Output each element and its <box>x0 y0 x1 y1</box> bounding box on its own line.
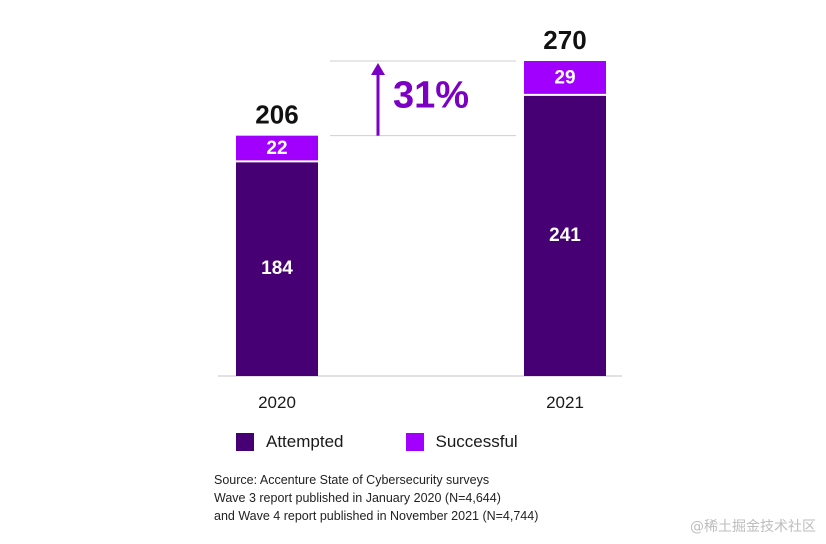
bar-2020-successful <box>236 135 318 162</box>
bar-2021-successful <box>524 61 606 95</box>
legend-item-successful: Successful <box>405 432 518 452</box>
source-line-2: Wave 3 report published in January 2020 … <box>214 491 501 505</box>
growth-percentage-label: 31% <box>393 74 469 116</box>
source-line-3: and Wave 4 report published in November … <box>214 509 539 523</box>
data-label-2021-successful: 29 <box>554 67 575 88</box>
category-label-2020: 2020 <box>258 393 296 412</box>
legend-item-attempted: Attempted <box>236 432 344 452</box>
bar-2020-attempted <box>236 161 318 376</box>
data-label-2020-attempted: 184 <box>261 258 293 279</box>
source-note: Source: Accenture State of Cybersecurity… <box>214 471 538 525</box>
growth-arrowhead-icon <box>371 63 385 75</box>
legend-label-successful: Successful <box>435 432 518 451</box>
legend-swatch-successful <box>405 433 424 451</box>
legend-label-attempted: Attempted <box>266 432 344 451</box>
legend-swatch-attempted <box>236 433 254 451</box>
total-label-2020: 206 <box>255 100 298 130</box>
watermark: @稀土掘金技术社区 <box>690 519 816 535</box>
category-label-2021: 2021 <box>546 393 584 412</box>
source-line-1: Source: Accenture State of Cybersecurity… <box>214 473 490 487</box>
total-label-2021: 270 <box>543 25 586 55</box>
data-label-2020-successful: 22 <box>266 138 287 159</box>
data-label-2021-attempted: 241 <box>549 225 581 246</box>
bar-2021-attempted <box>524 94 606 376</box>
legend: Attempted Successful <box>236 432 518 452</box>
